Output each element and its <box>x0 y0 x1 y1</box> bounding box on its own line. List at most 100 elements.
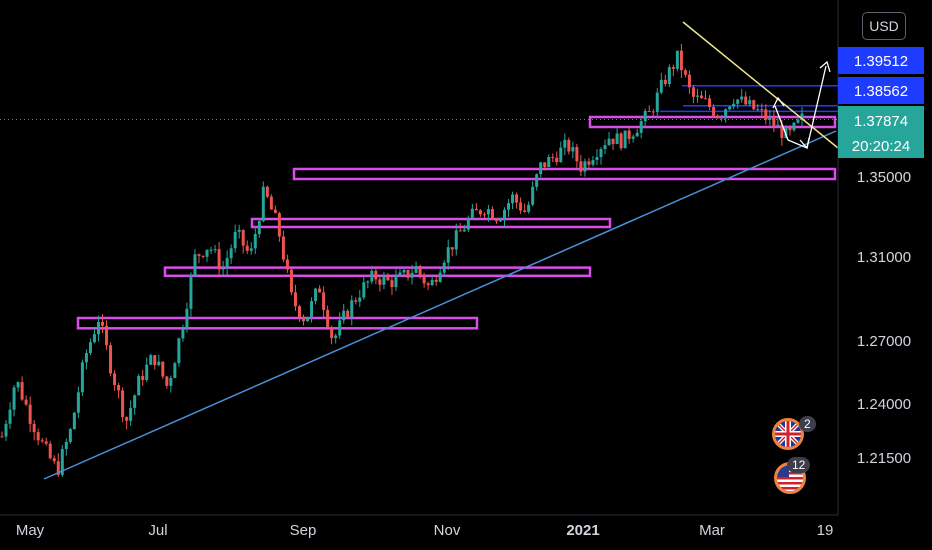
candle-body <box>350 300 354 318</box>
candle-body <box>398 272 402 276</box>
candle-body <box>56 461 60 475</box>
price-axis-tick-label: 1.31000 <box>857 249 911 266</box>
price-axis[interactable]: 1.35000 1.31000 1.27000 1.24000 1.21500 <box>857 169 911 467</box>
candle-body <box>559 147 563 163</box>
candle-body <box>511 194 515 204</box>
candle-body <box>161 361 165 377</box>
candle-body <box>12 387 16 410</box>
candle-body <box>740 96 744 100</box>
candle-body <box>708 98 712 108</box>
time-axis-tick-label: 2021 <box>566 522 599 539</box>
candle-body <box>418 266 422 275</box>
candle-body <box>627 130 631 139</box>
candle-body <box>575 147 579 162</box>
candle-body <box>4 423 8 437</box>
support-trendline[interactable] <box>43 130 837 480</box>
candle-body <box>623 130 627 149</box>
candle-body <box>64 441 68 450</box>
candle-body <box>519 202 523 211</box>
candle-body <box>390 280 394 288</box>
candle-body <box>539 162 543 175</box>
candle-body <box>193 254 197 276</box>
support-resistance-zone[interactable] <box>250 217 612 229</box>
candle-body <box>113 373 117 386</box>
candle-body <box>768 116 772 120</box>
candle-body <box>579 161 583 172</box>
target-high-price-tag: 1.39512 <box>838 47 924 74</box>
candle-body <box>547 157 551 167</box>
candle-body <box>149 355 153 365</box>
time-axis-tick-label: Sep <box>290 522 317 539</box>
candle-body <box>663 79 667 85</box>
candle-body <box>756 109 760 111</box>
candle-body <box>169 378 173 386</box>
candle-body <box>772 116 776 127</box>
candle-body <box>249 248 253 251</box>
candle-body <box>482 214 486 216</box>
candle-body <box>233 231 237 249</box>
candle-body <box>704 98 708 100</box>
candle-body <box>165 376 169 386</box>
support-resistance-zone[interactable] <box>76 316 479 330</box>
candle-body <box>177 338 181 364</box>
projection-arrowhead-down <box>799 137 810 150</box>
last-price-tag: 1.37874 20:20:24 <box>838 106 924 158</box>
candle-body <box>776 124 780 127</box>
candle-body <box>281 236 285 260</box>
candle-body <box>394 275 398 288</box>
candle-body <box>716 115 720 118</box>
uk-event-marker[interactable] <box>772 418 804 450</box>
candle-body <box>695 95 699 97</box>
candle-body <box>48 443 52 459</box>
candle-body <box>603 145 607 150</box>
candle-body <box>338 320 342 336</box>
support-resistance-zone[interactable] <box>292 167 837 181</box>
candle-body <box>358 297 362 302</box>
candle-body <box>362 282 366 298</box>
candle-body <box>764 109 768 120</box>
target-high-price-label: 1.39512 <box>854 53 908 70</box>
support-resistance-zone[interactable] <box>588 115 837 129</box>
candle-body <box>92 334 96 343</box>
candle-body <box>655 92 659 113</box>
candle-body <box>462 229 466 232</box>
candle-body <box>470 208 474 219</box>
candle-body <box>615 133 619 145</box>
time-axis-tick-label: May <box>16 522 45 539</box>
candle-body <box>241 229 245 246</box>
candle-body <box>450 247 454 250</box>
candle-body <box>273 209 277 214</box>
candle-body <box>28 404 32 424</box>
time-axis-tick-label: 19 <box>817 522 834 539</box>
candle-body <box>591 160 595 165</box>
candle-body <box>68 429 72 442</box>
candle-body <box>651 111 655 113</box>
candle-body <box>269 196 273 210</box>
candle-body <box>370 270 374 282</box>
candle-body <box>466 218 470 230</box>
candle-body <box>523 210 527 212</box>
candle-body <box>197 254 201 256</box>
candle-body <box>567 139 571 152</box>
candle-body <box>736 99 740 104</box>
time-axis[interactable]: May Jul Sep Nov 2021 Mar 19 <box>16 522 834 539</box>
projection-path[interactable] <box>774 65 827 149</box>
candle-body <box>430 279 434 286</box>
price-axis-tick-label: 1.21500 <box>857 450 911 467</box>
candle-body <box>599 149 603 158</box>
candle-body <box>446 247 450 263</box>
candle-body <box>438 272 442 282</box>
candle-body <box>426 283 430 286</box>
candle-body <box>498 220 502 222</box>
candle-body <box>551 157 555 159</box>
candle-body <box>129 407 133 421</box>
candle-body <box>788 127 792 131</box>
currency-button[interactable]: USD <box>862 12 906 40</box>
support-resistance-zone[interactable] <box>163 266 592 278</box>
candle-body <box>378 279 382 285</box>
time-axis-tick-label: Jul <box>148 522 167 539</box>
candle-body <box>724 109 728 118</box>
candle-body <box>607 138 611 146</box>
